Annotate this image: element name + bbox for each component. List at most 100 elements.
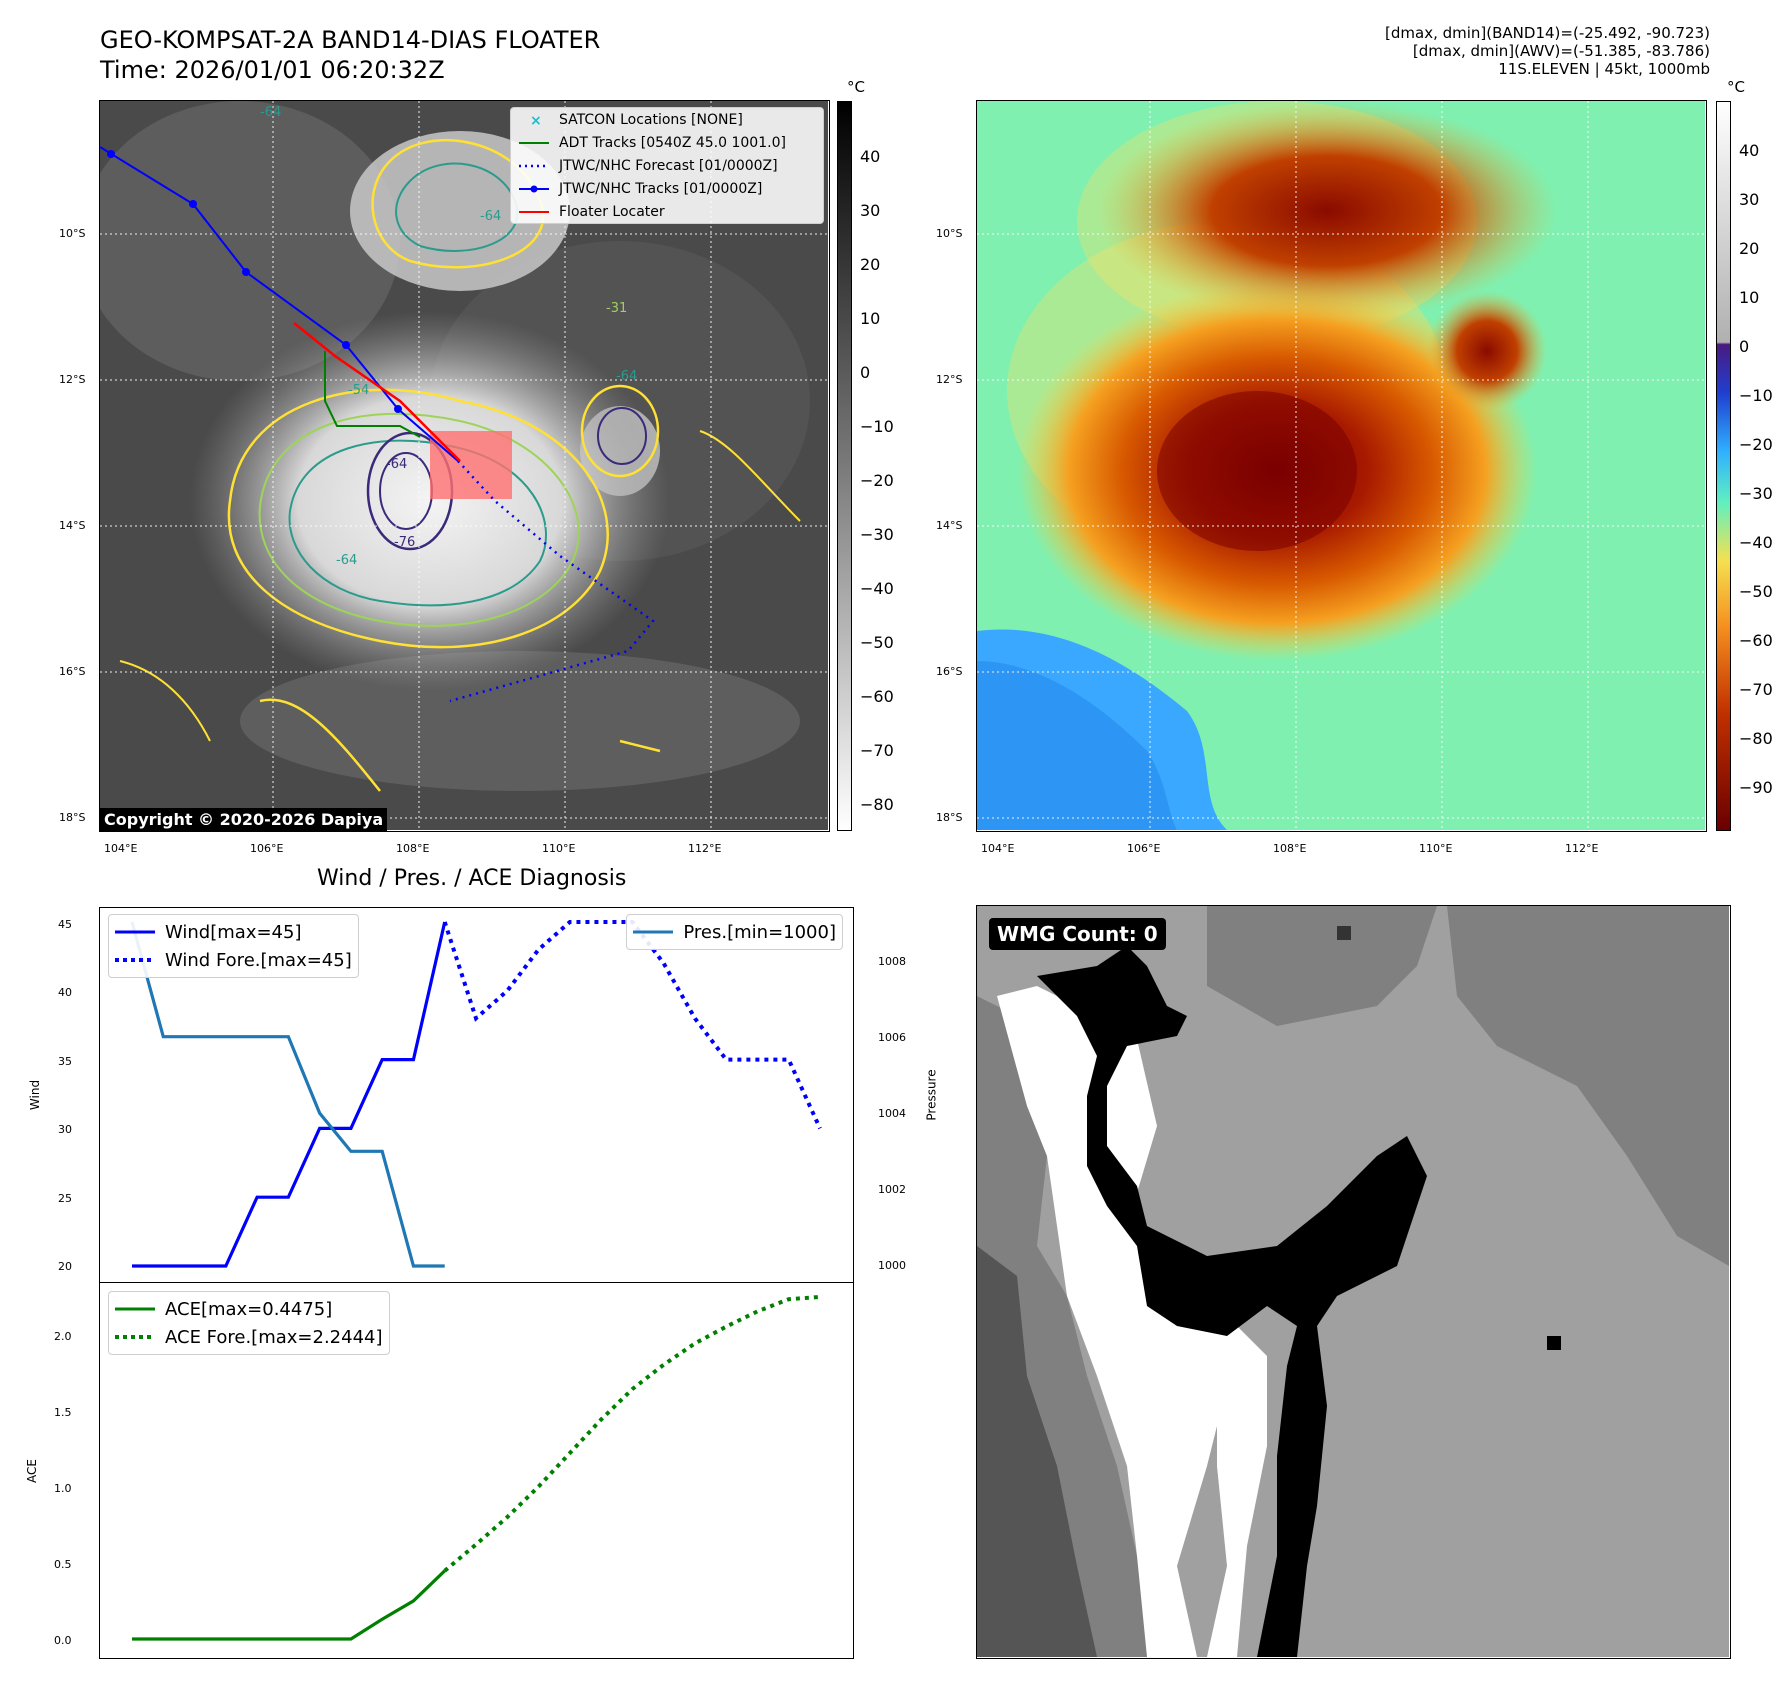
color-cbar-tick: 20 <box>1739 239 1760 258</box>
wind-plot-frame: Wind[max=45] Wind Fore.[max=45] Pres.[mi… <box>99 907 854 1283</box>
ir-map-panel: -64 -64 -31 -64 -54 -64 -76 -64 × SATCON… <box>99 100 830 832</box>
pressure-tick: 1004 <box>878 1107 906 1120</box>
lon-tick: 104°E <box>981 842 1015 855</box>
wind-tick: 25 <box>58 1192 72 1205</box>
legend-pres: Pres.[min=1000] <box>633 918 836 946</box>
gray-cbar-tick: 10 <box>860 309 881 328</box>
lat-tick: 16°S <box>59 665 86 678</box>
ace-plot <box>132 1295 821 1641</box>
lat-tick: 10°S <box>936 227 963 240</box>
lat-tick: 18°S <box>936 811 963 824</box>
lon-tick: 112°E <box>1565 842 1599 855</box>
pressure-tick: 1008 <box>878 955 906 968</box>
info-band14: [dmax, dmin](BAND14)=(-25.492, -90.723) <box>1385 24 1710 42</box>
figure-title: GEO-KOMPSAT-2A BAND14-DIAS FLOATER <box>100 26 601 54</box>
color-cbar-tick: −40 <box>1739 533 1773 552</box>
legend-ace-fore: ACE Fore.[max=2.2444] <box>115 1323 383 1351</box>
color-map-panel <box>976 100 1707 832</box>
color-map-image <box>977 101 1705 830</box>
lat-tick: 12°S <box>936 373 963 386</box>
gray-colorbar-unit: °C <box>847 78 865 96</box>
contour-label: -64 <box>336 553 358 568</box>
cross-marker-icon: × <box>530 114 542 126</box>
gray-cbar-tick: −80 <box>860 795 894 814</box>
legend-wind-label: Wind[max=45] <box>165 921 302 943</box>
color-cbar-tick: −50 <box>1739 582 1773 601</box>
color-cbar-tick: −60 <box>1739 631 1773 650</box>
info-awv: [dmax, dmin](AWV)=(-51.385, -83.786) <box>1412 42 1710 60</box>
diagnosis-title: Wind / Pres. / ACE Diagnosis <box>317 866 627 891</box>
gray-cbar-tick: 30 <box>860 201 881 220</box>
pressure-tick: 1006 <box>878 1031 906 1044</box>
legend-pres-label: Pres.[min=1000] <box>683 921 836 943</box>
legend-floater-label: Floater Locater <box>559 203 665 220</box>
contour-label: -64 <box>616 369 638 384</box>
lat-tick: 18°S <box>59 811 86 824</box>
solid-line-icon <box>519 141 549 144</box>
lon-tick: 110°E <box>1419 842 1453 855</box>
lon-tick: 112°E <box>688 842 722 855</box>
solid-line-icon <box>115 1307 155 1311</box>
ace-tick: 2.0 <box>54 1330 72 1343</box>
wind-tick: 40 <box>58 986 72 999</box>
pressure-series-0 <box>130 921 445 1268</box>
wmg-panel: WMG Count: 0 <box>976 905 1731 1659</box>
legend-adt: ADT Tracks [0540Z 45.0 1001.0] <box>511 131 823 154</box>
wmg-image <box>977 906 1729 1657</box>
gray-cbar-tick: −40 <box>860 579 894 598</box>
lon-tick: 106°E <box>1127 842 1161 855</box>
lon-tick: 106°E <box>250 842 284 855</box>
contour-label: -64 <box>386 457 408 472</box>
ace-tick: 1.0 <box>54 1482 72 1495</box>
gray-cbar-tick: −10 <box>860 417 894 436</box>
lon-tick: 108°E <box>396 842 430 855</box>
color-cbar-tick: −70 <box>1739 680 1773 699</box>
wind-series-1 <box>442 920 822 1130</box>
gray-cbar-tick: −20 <box>860 471 894 490</box>
color-cbar-tick: −20 <box>1739 435 1773 454</box>
figure-time: Time: 2026/01/01 06:20:32Z <box>100 56 445 84</box>
wind-tick: 35 <box>58 1055 72 1068</box>
legend-wind: Wind[max=45] <box>115 918 352 946</box>
gray-colorbar <box>837 101 852 831</box>
dotted-line-icon <box>115 958 155 962</box>
ace-axis-label: ACE <box>24 1459 39 1483</box>
pressure-tick: 1000 <box>878 1259 906 1272</box>
color-cbar-tick: 0 <box>1739 337 1750 356</box>
wmg-count-badge: WMG Count: 0 <box>989 918 1166 950</box>
lat-tick: 14°S <box>59 519 86 532</box>
gray-cbar-tick: 0 <box>860 363 871 382</box>
solid-line-icon <box>519 210 549 213</box>
wind-tick: 30 <box>58 1123 72 1136</box>
map-legend: × SATCON Locations [NONE] ADT Tracks [05… <box>510 107 824 224</box>
gray-cbar-tick: 20 <box>860 255 881 274</box>
lon-tick: 108°E <box>1273 842 1307 855</box>
lat-tick: 10°S <box>59 227 86 240</box>
ace-series-0 <box>132 1569 446 1641</box>
dotted-line-icon <box>115 1335 155 1339</box>
solid-line-icon <box>633 930 674 934</box>
legend-wind-fore: Wind Fore.[max=45] <box>115 946 352 974</box>
pressure-axis-label: Pressure <box>924 1069 939 1121</box>
gray-cbar-tick: −30 <box>860 525 894 544</box>
wind-tick: 20 <box>58 1260 72 1273</box>
legend-ace-label: ACE[max=0.4475] <box>165 1298 333 1320</box>
legend-ace-fore-label: ACE Fore.[max=2.2444] <box>165 1326 383 1348</box>
legend-adt-label: ADT Tracks [0540Z 45.0 1001.0] <box>559 134 786 151</box>
legend-wind-fore-label: Wind Fore.[max=45] <box>165 949 352 971</box>
svg-text:×: × <box>530 114 542 126</box>
gray-cbar-tick: −50 <box>860 633 894 652</box>
legend-forecast-label: JTWC/NHC Forecast [01/0000Z] <box>559 157 778 174</box>
ace-series-1 <box>443 1295 821 1573</box>
copyright-badge: Copyright © 2020-2026 Dapiya <box>100 808 388 831</box>
legend-satcon: × SATCON Locations [NONE] <box>511 108 823 131</box>
color-colorbar-unit: °C <box>1727 78 1745 96</box>
legend-satcon-label: SATCON Locations [NONE] <box>559 111 743 128</box>
gray-cbar-tick: −70 <box>860 741 894 760</box>
line-dot-icon <box>519 185 549 192</box>
ace-plot-frame: ACE[max=0.4475] ACE Fore.[max=2.2444] <box>99 1282 854 1659</box>
color-cbar-tick: −80 <box>1739 729 1773 748</box>
lat-tick: 12°S <box>59 373 86 386</box>
color-colorbar <box>1716 101 1731 831</box>
color-cbar-tick: −90 <box>1739 778 1773 797</box>
